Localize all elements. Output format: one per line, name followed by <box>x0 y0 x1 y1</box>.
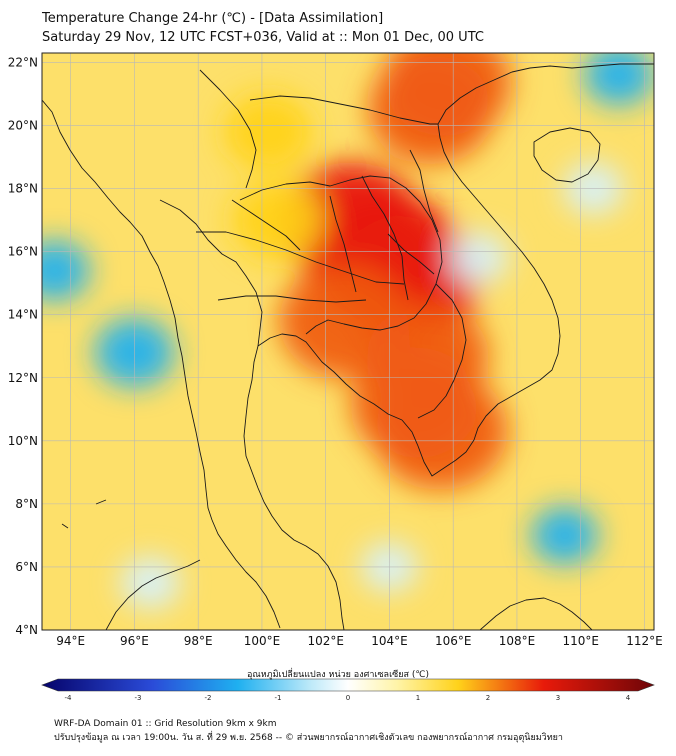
field-anomaly-10 <box>231 179 325 261</box>
footer-model-info: WRF-DA Domain 01 :: Grid Resolution 9km … <box>54 719 277 729</box>
colorbar-tick-label: 2 <box>486 694 490 702</box>
hainan-island <box>533 127 601 183</box>
lat-tick-label: 20°N <box>8 119 38 133</box>
colorbar-ticks: -4 -3 -2 -1 0 1 2 3 4 <box>65 694 631 702</box>
footer-credit: ปรับปรุงข้อมูล ณ เวลา 19:00น. วัน ส. ที่… <box>54 733 563 743</box>
province-line-b <box>217 295 367 303</box>
map-subtitle: Saturday 29 Nov, 12 UTC FCST+036, Valid … <box>42 30 484 45</box>
map-frame <box>41 52 655 631</box>
myanmar-interior-border <box>199 69 257 189</box>
colorbar-tick-label: -3 <box>135 694 142 702</box>
coastlines-borders <box>42 63 654 630</box>
colorbar-tick-label: 1 <box>416 694 420 702</box>
island-a <box>95 499 107 505</box>
peninsula-east-coast <box>243 345 345 630</box>
sumatra-coast <box>105 559 201 630</box>
lat-tick-label: 10°N <box>8 434 38 448</box>
colorbar-tick-label: 0 <box>346 694 350 702</box>
field-anomaly-13 <box>531 506 599 565</box>
island-b <box>61 523 69 529</box>
map-title: Temperature Change 24-hr (℃) - [Data Ass… <box>42 11 384 26</box>
thai-myanmar-border <box>159 199 263 347</box>
lon-tick-label: 94°E <box>56 634 85 648</box>
lon-tick-label: 104°E <box>371 634 408 648</box>
lat-tick-label: 14°N <box>8 308 38 322</box>
lat-tick-label: 4°N <box>15 623 38 637</box>
lon-tick-label: 100°E <box>244 634 281 648</box>
lon-tick-label: 110°E <box>562 634 599 648</box>
china-border <box>249 95 438 125</box>
lon-tick-label: 98°E <box>184 634 213 648</box>
province-line-d <box>329 195 357 293</box>
province-line-e <box>387 233 435 275</box>
field-anomaly-6 <box>366 302 489 409</box>
colorbar-tick-label: -2 <box>205 694 212 702</box>
province-line-c <box>231 199 301 251</box>
lon-tick-label: 108°E <box>499 634 536 648</box>
lat-tick-label: 22°N <box>8 55 38 69</box>
gulf-shore <box>257 333 403 421</box>
colorbar-tick-label: -1 <box>275 694 282 702</box>
field-anomaly-18 <box>448 231 509 285</box>
lon-tick-label: 106°E <box>435 634 472 648</box>
field-anomaly-17 <box>120 556 181 609</box>
lat-tick-label: 6°N <box>15 560 38 574</box>
graticule <box>42 53 654 630</box>
cambodia-vietnam-border <box>417 283 467 419</box>
field-anomaly-14 <box>583 53 654 106</box>
myanmar-coastline <box>42 99 213 521</box>
lon-tick-label: 102°E <box>307 634 344 648</box>
lat-tick-label: 16°N <box>8 245 38 259</box>
borneo-coast <box>479 597 593 630</box>
colorbar-scale <box>41 678 655 692</box>
colorbar-title: อุณหภูมิเปลี่ยนแปลง หน่วย องศาเซลเซียส (… <box>246 670 430 680</box>
lat-tick-label: 18°N <box>8 182 38 196</box>
latitude-labels: 22°N 20°N 18°N 16°N 14°N 12°N 10°N 8°N 6°N 4°N <box>8 55 38 637</box>
field-anomaly-12 <box>42 240 90 301</box>
colorbar: -4 -3 -2 -1 0 1 2 3 4 <box>41 678 655 702</box>
field-anomaly-9 <box>223 93 313 171</box>
laos-interior-border <box>361 175 409 301</box>
colorbar-tick-label: -4 <box>65 694 73 702</box>
lat-tick-label: 8°N <box>15 497 38 511</box>
lon-tick-label: 112°E <box>626 634 663 648</box>
field-anomaly-8 <box>382 53 511 137</box>
vietnam-coast <box>401 63 654 477</box>
province-line-a <box>196 231 405 285</box>
lon-tick-label: 96°E <box>120 634 149 648</box>
colorbar-tick-label: 4 <box>626 694 631 702</box>
map-plot-area <box>42 53 654 630</box>
peninsula-west-coast <box>211 519 281 629</box>
lat-tick-label: 12°N <box>8 371 38 385</box>
thai-laos-cambodia-border <box>239 175 443 335</box>
laos-vietnam-border <box>409 149 439 233</box>
colorbar-tick-label: 3 <box>556 694 560 702</box>
longitude-labels: 94°E 96°E 98°E 100°E 102°E 104°E 106°E 108°E 110… <box>56 634 662 648</box>
